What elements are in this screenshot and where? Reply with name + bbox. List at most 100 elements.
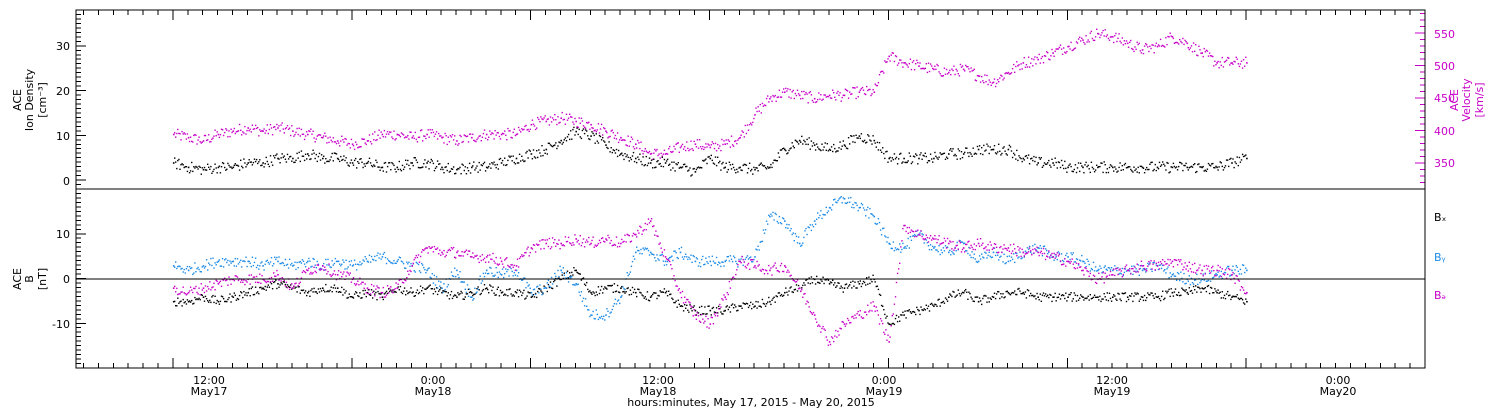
by-series-point	[1091, 268, 1094, 271]
by-series-point	[818, 217, 820, 219]
density-series-point	[946, 157, 949, 160]
bz-series-point	[829, 343, 832, 346]
density-series-point	[401, 164, 404, 167]
by-series-point	[523, 277, 525, 279]
bx-series-point	[1185, 289, 1187, 291]
bx-series-point	[299, 292, 301, 294]
density-series-point	[1057, 161, 1060, 163]
bx-series-point	[927, 305, 930, 307]
bx-series-point	[323, 289, 325, 291]
velocity-series-point	[551, 117, 554, 119]
density-series-point	[461, 163, 463, 165]
bz-series-point	[561, 244, 563, 247]
bz-series-point	[330, 275, 332, 278]
density-series-point	[806, 138, 808, 141]
velocity-series-point	[1136, 41, 1138, 43]
by-series-point	[989, 255, 991, 257]
density-series-point	[196, 166, 198, 168]
velocity-series-point	[315, 138, 317, 140]
bz-series-point	[578, 243, 580, 245]
bz-series-point	[332, 273, 334, 275]
bx-series-point	[1031, 294, 1033, 297]
by-series-point	[1214, 274, 1216, 276]
bx-series-point	[549, 281, 552, 283]
by-series-point	[181, 267, 183, 270]
by-series-point	[599, 317, 602, 319]
bz-series-point	[473, 257, 475, 259]
bx-series-point	[227, 298, 229, 301]
velocity-series-point	[834, 96, 836, 98]
velocity-series-point	[870, 94, 872, 97]
density-series-point	[1066, 171, 1068, 173]
density-series-point	[293, 161, 295, 164]
by-series-point	[828, 206, 831, 209]
bx-series-point	[739, 305, 741, 307]
by-series-point	[1069, 258, 1071, 261]
velocity-series-point	[327, 137, 329, 139]
bz-series-point	[209, 281, 211, 283]
density-series-point	[818, 148, 820, 150]
velocity-series-point	[908, 62, 910, 65]
bz-series-point	[194, 287, 196, 290]
by-series-point	[993, 247, 996, 249]
by-series-point	[268, 263, 271, 265]
by-series-point	[242, 260, 244, 262]
density-series-point	[380, 166, 382, 169]
by-series-point	[1199, 281, 1201, 284]
velocity-series-point	[1149, 45, 1151, 47]
bz-series-point	[557, 243, 559, 245]
bz-series-point	[673, 275, 675, 277]
by-series-point	[737, 266, 739, 268]
bx-series-point	[869, 282, 871, 285]
density-series-point	[1068, 164, 1070, 167]
density-series-point	[1213, 166, 1215, 169]
density-series-point	[943, 152, 946, 154]
velocity-series-point	[1159, 38, 1162, 41]
velocity-series-point	[1178, 43, 1180, 45]
density-series-point	[195, 165, 197, 168]
velocity-series-point	[883, 72, 885, 74]
bz-series-point	[386, 285, 389, 287]
bx-series-point	[1246, 300, 1248, 303]
by-series-point	[408, 261, 410, 263]
by-series-point	[995, 251, 998, 254]
velocity-series-point	[639, 147, 641, 150]
by-series-point	[1028, 245, 1031, 248]
velocity-series-point	[918, 65, 920, 67]
density-series-point	[385, 171, 388, 173]
by-series-point	[658, 259, 660, 261]
bx-series-point	[621, 285, 623, 288]
velocity-series-point	[549, 116, 552, 118]
density-series-point	[281, 153, 283, 155]
bx-series-point	[296, 291, 298, 293]
density-series-point	[1113, 170, 1115, 172]
bx-series-point	[725, 306, 727, 308]
bz-series-point	[323, 269, 325, 271]
by-series-point	[758, 249, 760, 251]
by-series-point	[400, 260, 403, 262]
velocity-series-point	[432, 131, 435, 134]
density-series-point	[1056, 167, 1058, 169]
density-series-point	[1183, 164, 1185, 167]
velocity-series-point	[288, 127, 291, 129]
bx-series-point	[599, 289, 602, 291]
bz-series-point	[836, 336, 838, 338]
velocity-series-point	[901, 62, 903, 64]
velocity-series-point	[472, 133, 474, 135]
bx-series-point	[888, 323, 890, 325]
bx-series-point	[975, 296, 978, 298]
bz-series-point	[871, 310, 873, 312]
bx-series-point	[1002, 293, 1004, 295]
bz-series-point	[876, 310, 879, 312]
density-series-point	[494, 164, 496, 166]
by-series-point	[841, 202, 843, 204]
bz-series-point	[607, 234, 609, 237]
density-series-point	[407, 159, 409, 162]
bx-series-point	[647, 299, 650, 301]
bx-series-point	[524, 298, 526, 300]
bx-series-point	[1070, 292, 1072, 294]
velocity-series-point	[714, 142, 717, 145]
density-series-point	[851, 135, 853, 137]
by-series-point	[623, 288, 625, 290]
by-series-point	[661, 253, 663, 256]
